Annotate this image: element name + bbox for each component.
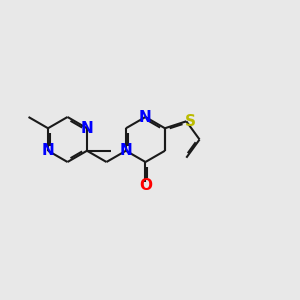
Text: N: N (81, 121, 93, 136)
Text: O: O (139, 178, 152, 193)
Text: N: N (139, 110, 152, 124)
Text: N: N (42, 143, 54, 158)
Text: N: N (120, 143, 132, 158)
Text: S: S (184, 114, 195, 129)
